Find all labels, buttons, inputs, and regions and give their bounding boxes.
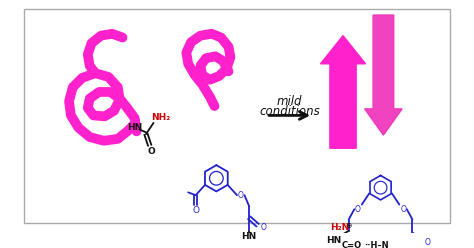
Text: HN: HN xyxy=(326,236,341,245)
Text: ⊕: ⊕ xyxy=(346,221,352,230)
Text: H₂N: H₂N xyxy=(329,223,349,232)
FancyBboxPatch shape xyxy=(24,9,450,223)
Text: O: O xyxy=(400,205,406,214)
Text: HN: HN xyxy=(242,232,257,241)
Text: O: O xyxy=(355,205,361,214)
Text: mild: mild xyxy=(277,95,302,108)
Text: conditions: conditions xyxy=(259,105,320,118)
Text: C=O: C=O xyxy=(342,241,362,248)
Text: O: O xyxy=(148,147,155,155)
FancyArrow shape xyxy=(365,15,402,135)
Text: ··H–N: ··H–N xyxy=(364,241,388,248)
Text: NH₂: NH₂ xyxy=(151,113,171,122)
Text: O: O xyxy=(238,191,244,200)
FancyArrow shape xyxy=(320,36,365,148)
Text: O: O xyxy=(192,206,199,215)
Text: O: O xyxy=(425,238,430,247)
Text: O: O xyxy=(260,223,266,232)
Text: HN: HN xyxy=(127,123,142,132)
